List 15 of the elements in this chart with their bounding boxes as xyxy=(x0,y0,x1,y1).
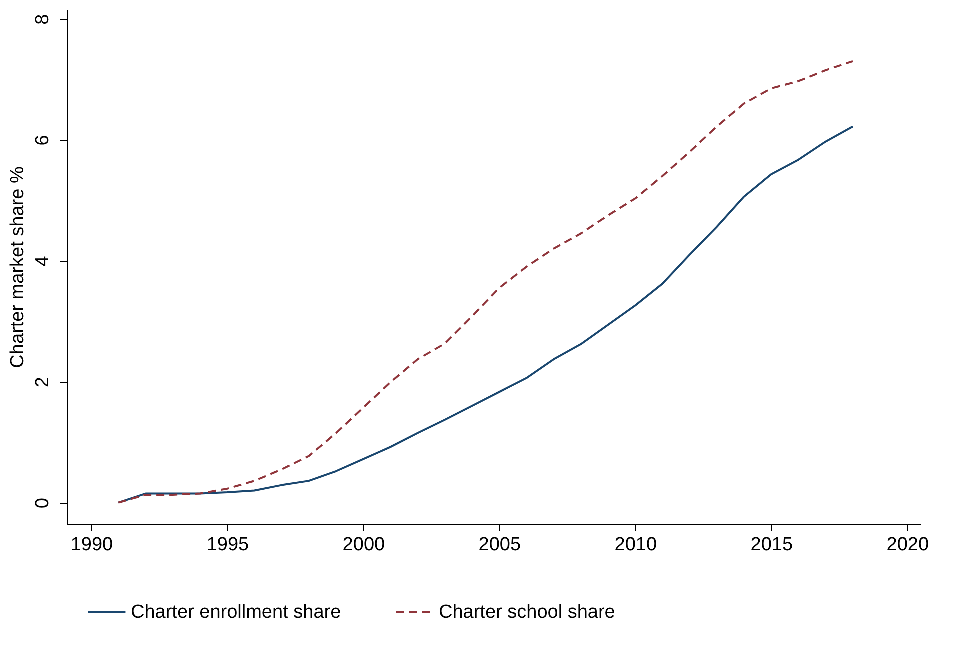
y-tick-label: 6 xyxy=(32,135,54,146)
x-tick-label: 2015 xyxy=(750,534,794,556)
legend-label: Charter school share xyxy=(439,602,616,623)
x-tick-label: 2010 xyxy=(614,534,658,556)
y-tick-label: 2 xyxy=(32,377,54,388)
legend-label: Charter enrollment share xyxy=(131,602,342,623)
x-tick-label: 2005 xyxy=(478,534,522,556)
x-tick-label: 1990 xyxy=(70,534,114,556)
y-tick-label: 0 xyxy=(32,498,54,509)
x-tick-label: 1995 xyxy=(206,534,250,556)
y-tick-label: 4 xyxy=(32,256,54,267)
y-axis-title: Charter market share % xyxy=(8,166,28,368)
x-tick-label: 2000 xyxy=(342,534,386,556)
y-tick-label: 8 xyxy=(32,14,54,25)
x-tick-label: 2020 xyxy=(886,534,930,556)
